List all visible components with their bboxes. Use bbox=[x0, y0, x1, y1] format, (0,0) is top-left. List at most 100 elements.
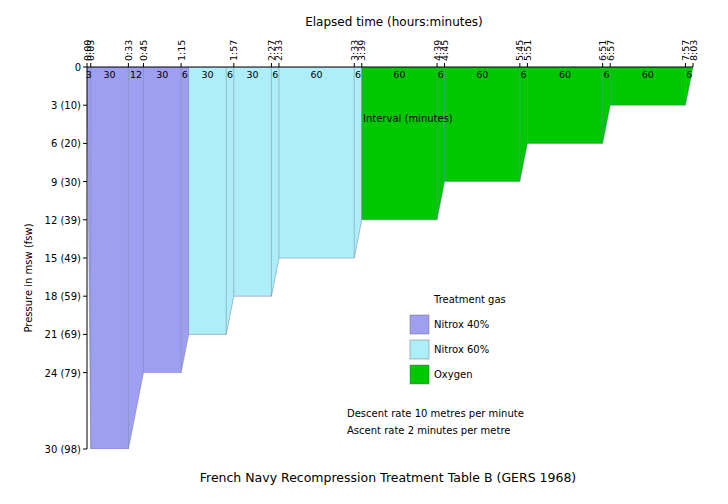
x-tick bbox=[233, 63, 234, 67]
segment-divider bbox=[278, 67, 279, 258]
annotation: Interval (minutes) bbox=[363, 113, 453, 124]
interval-label: 30 bbox=[104, 69, 116, 80]
legend-swatch bbox=[410, 365, 429, 384]
x-tick-label: 2:33 bbox=[273, 40, 284, 61]
x-tick bbox=[527, 63, 528, 67]
segment-divider bbox=[181, 67, 182, 373]
y-tick bbox=[83, 296, 87, 297]
area bbox=[189, 67, 362, 334]
note: Descent rate 10 metres per minute bbox=[347, 408, 524, 419]
interval-label: 60 bbox=[642, 69, 654, 80]
segment-divider bbox=[610, 67, 611, 105]
note: Ascent rate 2 minutes per metre bbox=[347, 425, 510, 436]
x-tick bbox=[87, 63, 88, 67]
interval-label: 60 bbox=[311, 69, 323, 80]
x-tick-label: 8:03 bbox=[688, 40, 699, 61]
legend-swatch bbox=[410, 315, 429, 334]
segment-divider bbox=[527, 67, 528, 143]
x-tick-label: 1:57 bbox=[228, 40, 239, 61]
plot-area bbox=[87, 67, 693, 449]
interval-label: 6 bbox=[438, 69, 444, 80]
interval-label: 6 bbox=[227, 69, 233, 80]
x-tick bbox=[602, 63, 603, 67]
y-tick bbox=[83, 181, 87, 182]
x-tick-label: 6:57 bbox=[605, 40, 616, 61]
interval-label: 30 bbox=[247, 69, 259, 80]
y-tick bbox=[83, 258, 87, 259]
segment-divider bbox=[444, 67, 445, 182]
y-tick bbox=[83, 67, 87, 68]
x-tick bbox=[271, 63, 272, 67]
y-tick-label: 21 (69) bbox=[45, 329, 82, 340]
interval-label: 60 bbox=[559, 69, 571, 80]
interval-label: 6 bbox=[272, 69, 278, 80]
interval-label: 60 bbox=[476, 69, 488, 80]
x-tick bbox=[181, 63, 182, 67]
y-tick bbox=[83, 105, 87, 106]
x-tick bbox=[278, 63, 279, 67]
segment-divider bbox=[271, 67, 272, 296]
segment-divider bbox=[519, 67, 520, 182]
interval-label: 3 bbox=[86, 69, 92, 80]
y-tick-label: 12 (39) bbox=[45, 215, 82, 226]
segment-divider bbox=[90, 67, 91, 449]
x-tick bbox=[90, 63, 91, 67]
interval-label: 6 bbox=[686, 69, 692, 80]
y-tick bbox=[83, 372, 87, 373]
area bbox=[87, 67, 189, 449]
interval-label: 60 bbox=[393, 69, 405, 80]
legend-label: Oxygen bbox=[434, 369, 473, 380]
x-tick-label: 0:33 bbox=[123, 40, 134, 61]
x-tick bbox=[444, 63, 445, 67]
x-tick-label: 0:45 bbox=[138, 40, 149, 61]
x-tick bbox=[610, 63, 611, 67]
area bbox=[362, 67, 693, 220]
legend-label: Nitrox 60% bbox=[434, 344, 489, 355]
y-tick bbox=[83, 143, 87, 144]
x-tick bbox=[437, 63, 438, 67]
x-tick bbox=[143, 63, 144, 67]
y-tick bbox=[83, 219, 87, 220]
legend-swatch bbox=[410, 340, 429, 359]
interval-label: 30 bbox=[156, 69, 168, 80]
x-tick-label: 3:39 bbox=[356, 40, 367, 61]
x-tick bbox=[354, 63, 355, 67]
interval-label: 6 bbox=[603, 69, 609, 80]
x-tick-label: 0:03 bbox=[85, 40, 96, 61]
y-tick-label: 9 (30) bbox=[51, 177, 81, 188]
y-tick-label: 30 (98) bbox=[45, 444, 82, 455]
interval-label: 6 bbox=[182, 69, 188, 80]
x-tick-label: 1:15 bbox=[176, 40, 187, 61]
x-tick bbox=[361, 63, 362, 67]
interval-label: 6 bbox=[355, 69, 361, 80]
x-tick-label: 4:45 bbox=[439, 40, 450, 61]
y-tick-label: 18 (59) bbox=[45, 291, 82, 302]
chart: 0 3 (10) 6 (20) 9 (30) 12 (39) 15 (49) 18 (59)… bbox=[0, 0, 728, 504]
x-tick-label: 5:51 bbox=[522, 40, 533, 61]
legend: Treatment gas Nitrox 40% Nitrox 60% Oxygen bbox=[410, 294, 506, 384]
segment-divider bbox=[437, 67, 438, 220]
x-tick bbox=[519, 63, 520, 67]
y-tick-label: 15 (49) bbox=[45, 253, 82, 264]
y-tick-label: 6 (20) bbox=[51, 138, 81, 149]
segment-divider bbox=[128, 67, 129, 449]
segment-divider bbox=[226, 67, 227, 334]
x-axis-title: Elapsed time (hours:minutes) bbox=[305, 15, 483, 29]
y-tick-label: 24 (79) bbox=[45, 368, 82, 379]
interval-label: 6 bbox=[521, 69, 527, 80]
legend-title: Treatment gas bbox=[433, 294, 506, 305]
segment-divider bbox=[143, 67, 144, 373]
y-tick-label: 3 (10) bbox=[51, 100, 81, 111]
interval-label: 12 bbox=[130, 69, 142, 80]
segment-divider bbox=[233, 67, 234, 296]
y-axis-title: Pressure in msw (fsw) bbox=[23, 223, 34, 332]
y-tick bbox=[83, 449, 87, 450]
x-tick bbox=[685, 63, 686, 67]
x-tick bbox=[128, 63, 129, 67]
y-tick-label: 0 bbox=[75, 62, 81, 73]
segment-divider bbox=[354, 67, 355, 258]
legend-label: Nitrox 40% bbox=[434, 319, 489, 330]
chart-title: French Navy Recompression Treatment Tabl… bbox=[200, 470, 577, 485]
x-axis-line bbox=[87, 67, 693, 68]
x-tick bbox=[693, 63, 694, 67]
